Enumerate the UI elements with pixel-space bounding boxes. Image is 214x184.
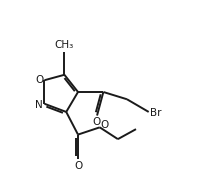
Text: CH₃: CH₃ (54, 40, 73, 50)
Text: O: O (101, 120, 109, 130)
Text: O: O (74, 161, 82, 171)
Text: O: O (35, 75, 43, 85)
Text: O: O (92, 117, 100, 128)
Text: Br: Br (150, 108, 161, 118)
Text: N: N (35, 100, 43, 110)
